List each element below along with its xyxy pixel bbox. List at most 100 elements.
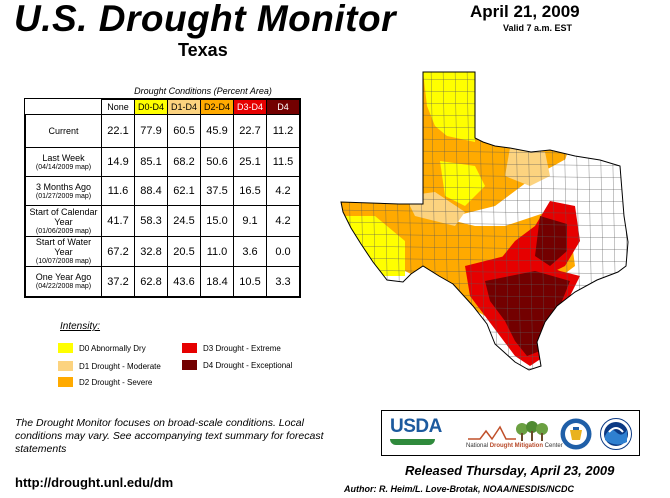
table-cell: 43.6 — [167, 266, 201, 297]
drought-conditions-table: None D0-D4 D1-D4 D2-D4 D3-D4 D4 Current 2… — [24, 98, 301, 298]
map-date: April 21, 2009 — [470, 2, 580, 21]
usda-logo-text: USDA — [390, 416, 442, 437]
table-cell: 11.0 — [200, 236, 234, 267]
table-cell: 11.6 — [101, 176, 135, 206]
table-cell: 50.6 — [200, 147, 234, 177]
table-cell: 60.5 — [167, 114, 201, 148]
footnote: The Drought Monitor focuses on broad-sca… — [15, 417, 324, 455]
row-label-text: Start of Calendar Year — [29, 206, 98, 227]
table-cell: 62.8 — [134, 266, 168, 297]
ndmc-name: Drought Mitigation — [489, 443, 544, 449]
sponsor-logos: USDA National Drought Mitigation Center — [381, 410, 640, 456]
legend-label-d3: D3 Drought - Extreme — [203, 343, 281, 353]
table-cell: 62.1 — [167, 176, 201, 206]
usda-logo: USDA — [390, 416, 442, 451]
row-label-map-date: (01/27/2009 map) — [35, 192, 92, 200]
legend-item-d4: D4 Drought - Exceptional — [182, 360, 292, 370]
table-cell: 85.1 — [134, 147, 168, 177]
row-label: Last Week (04/14/2009 map) — [25, 147, 102, 177]
table-cell: 32.8 — [134, 236, 168, 267]
table-cell: 58.3 — [134, 205, 168, 237]
row-label-text: Start of Water Year — [35, 237, 92, 257]
table-cell: 11.5 — [266, 147, 300, 177]
column-header-d3-d4: D3-D4 — [233, 99, 267, 115]
table-cell: 11.2 — [266, 114, 300, 148]
ndmc-emblem-icon — [468, 421, 548, 441]
table-cell: 77.9 — [134, 114, 168, 148]
table-row: Current 22.1 77.9 60.5 45.9 22.7 11.2 — [25, 114, 300, 148]
table-cell: 25.1 — [233, 147, 267, 177]
column-header-d2-d4: D2-D4 — [200, 99, 234, 115]
legend-item-d3: D3 Drought - Extreme — [182, 343, 281, 353]
legend-label-d2: D2 Drought - Severe — [79, 377, 153, 387]
table-cell: 9.1 — [233, 205, 267, 237]
table-row: 3 Months Ago (01/27/2009 map) 11.6 88.4 62.1… — [25, 176, 300, 206]
valid-time: Valid 7 a.m. EST — [503, 23, 573, 33]
map-d4-central — [535, 216, 567, 266]
region-title: Texas — [178, 40, 228, 60]
author-credit: Author: R. Heim/L. Love-Brotak, NOAA/NES… — [344, 484, 575, 494]
table-cell: 10.5 — [233, 266, 267, 297]
legend-label-d1: D1 Drought - Moderate — [79, 361, 161, 371]
legend-label-d0: D0 Abnormally Dry — [79, 343, 146, 353]
column-header-d1-d4: D1-D4 — [167, 99, 201, 115]
legend-item-d0: D0 Abnormally Dry — [58, 343, 146, 353]
row-label-text: Current — [48, 126, 79, 136]
table-cell: 41.7 — [101, 205, 135, 237]
row-label-text: One Year Ago — [35, 272, 92, 282]
column-header-d4: D4 — [266, 99, 300, 115]
texas-drought-map — [340, 71, 629, 371]
table-cell: 68.2 — [167, 147, 201, 177]
drought-url-link[interactable]: http://drought.unl.edu/dm — [15, 475, 174, 490]
table-corner — [26, 100, 102, 115]
legend-item-d1: D1 Drought - Moderate — [58, 361, 161, 371]
map-east-none — [560, 154, 628, 296]
texas-outline — [340, 71, 629, 371]
column-header-d0-d4: D0-D4 — [134, 99, 168, 115]
row-label: 3 Months Ago (01/27/2009 map) — [25, 176, 102, 206]
table-cell: 22.7 — [233, 114, 267, 148]
legend-label-d4: D4 Drought - Exceptional — [203, 360, 293, 370]
row-label-text: Last Week — [42, 152, 85, 163]
table-cell: 37.2 — [101, 266, 135, 297]
table-cell: 16.5 — [233, 176, 267, 206]
table-header-row: None D0-D4 D1-D4 D2-D4 D3-D4 D4 — [26, 99, 300, 115]
row-label-map-date: (01/06/2009 map) — [35, 227, 92, 235]
ndmc-prefix: National — [466, 443, 490, 449]
row-label: One Year Ago (04/22/2008 map) — [25, 266, 102, 297]
ndmc-suffix: Center — [543, 443, 563, 449]
map-d0-panhandle — [423, 72, 475, 142]
table-cell: 45.9 — [200, 114, 234, 148]
legend-swatch-d4 — [182, 360, 197, 370]
table-cell: 18.4 — [200, 266, 234, 297]
table-row: Last Week (04/14/2009 map) 14.9 85.1 68.2 50.… — [25, 147, 300, 177]
table-cell: 14.9 — [101, 147, 135, 177]
table-cell: 24.5 — [167, 205, 201, 237]
usda-logo-bar — [390, 439, 435, 445]
row-label-text: 3 Months Ago — [35, 181, 92, 192]
row-label-map-date: (04/22/2008 map) — [35, 283, 92, 290]
legend-item-d2: D2 Drought - Severe — [58, 377, 152, 387]
intensity-title: Intensity: — [60, 321, 101, 332]
legend-swatch-d0 — [58, 343, 73, 353]
legend-swatch-d1 — [58, 361, 73, 371]
table-row: Start of Calendar Year (01/06/2009 map) 41… — [25, 205, 300, 237]
legend-swatch-d3 — [182, 343, 197, 353]
table-row: One Year Ago (04/22/2008 map) 37.2 62.8 43.6… — [25, 266, 300, 297]
table-cell: 37.5 — [200, 176, 234, 206]
ndmc-logo: National Drought Mitigation Center — [466, 417, 563, 451]
row-label-map-date: (10/07/2008 map) — [35, 258, 92, 265]
table-cell: 4.2 — [266, 205, 300, 237]
table-row: Start of Water Year (10/07/2008 map) 67.2 3… — [25, 236, 300, 267]
conditions-caption: Drought Conditions (Percent Area) — [134, 86, 272, 96]
map-d4-south — [485, 271, 570, 356]
table-cell: 3.6 — [233, 236, 267, 267]
noaa-seal-icon — [600, 418, 632, 450]
page-title: U.S. Drought Monitor — [14, 0, 396, 39]
table-cell: 67.2 — [101, 236, 135, 267]
table-cell: 3.3 — [266, 266, 300, 297]
table-cell: 4.2 — [266, 176, 300, 206]
table-cell: 88.4 — [134, 176, 168, 206]
row-label: Start of Water Year (10/07/2008 map) — [25, 236, 102, 267]
commerce-seal-icon — [560, 418, 592, 450]
